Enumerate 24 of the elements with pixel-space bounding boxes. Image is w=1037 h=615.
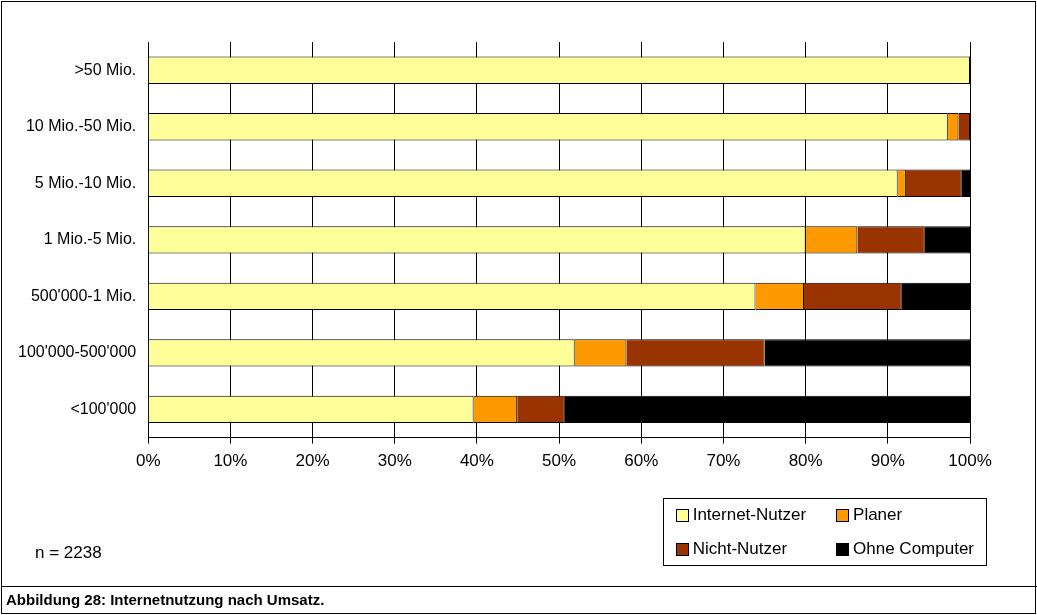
x-tick-label: 20% xyxy=(295,451,330,471)
x-tick-label: 80% xyxy=(788,451,823,471)
legend-label: Planer xyxy=(853,505,903,525)
x-tick-label: 40% xyxy=(459,451,494,471)
x-tick-label: 60% xyxy=(624,451,659,471)
legend-label: Internet-Nutzer xyxy=(692,505,807,525)
x-tick-label: 0% xyxy=(135,451,161,471)
y-tick-label: 500'000-1 Mio. xyxy=(30,286,137,304)
x-tick-label: 70% xyxy=(706,451,741,471)
legend-label: Nicht-Nutzer xyxy=(692,539,788,559)
y-tick-label: 5 Mio.-10 Mio. xyxy=(34,173,137,191)
y-tick-label: 10 Mio.-50 Mio. xyxy=(25,117,137,135)
x-tick-label: 10% xyxy=(213,451,248,471)
x-tick-label: 50% xyxy=(542,451,577,471)
y-tick-label: 1 Mio.-5 Mio. xyxy=(43,230,137,248)
x-tick-label: 30% xyxy=(377,451,412,471)
legend-label: Ohne Computer xyxy=(853,539,974,559)
x-tick-label: 90% xyxy=(870,451,905,471)
y-tick-label: >50 Mio. xyxy=(74,60,137,78)
y-tick-label: 100'000-500'000 xyxy=(18,343,137,361)
text: Abbildung 28: Internetnutzung nach Umsatz. xyxy=(1,586,1037,612)
y-tick-label: <100'000 xyxy=(70,399,137,417)
text: n = 2238 xyxy=(35,543,102,563)
x-tick-label: 100% xyxy=(948,451,992,471)
